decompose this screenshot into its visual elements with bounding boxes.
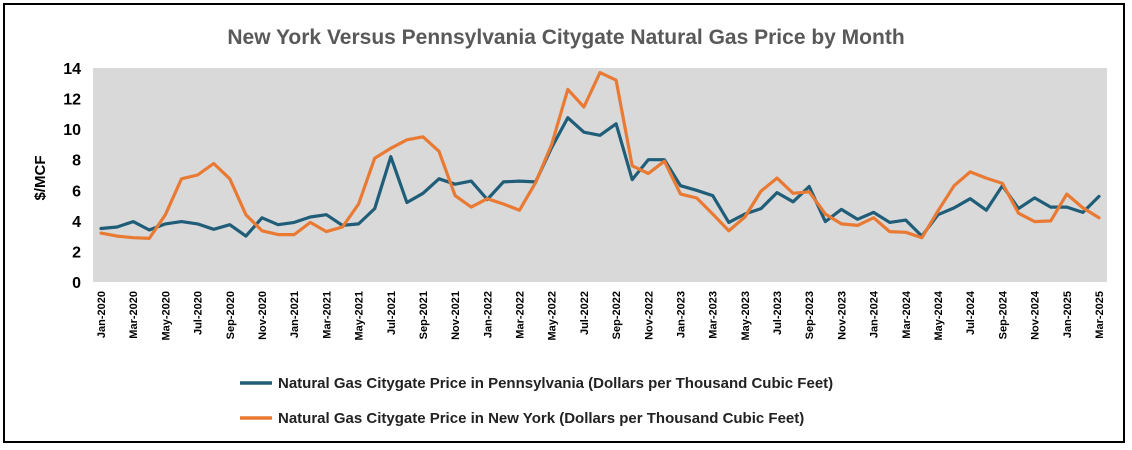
legend-label: Natural Gas Citygate Price in New York (… xyxy=(278,410,804,427)
legend: Natural Gas Citygate Price in Pennsylvan… xyxy=(240,375,833,427)
y-tick-label: 4 xyxy=(72,214,81,231)
y-tick-label: 14 xyxy=(63,61,81,78)
x-tick-label: Jan-2025 xyxy=(1062,291,1074,338)
x-tick-label: Nov-2023 xyxy=(836,291,848,340)
series-line-new-york xyxy=(99,70,1101,240)
x-tick-label: Jul-2024 xyxy=(965,290,977,335)
x-tick-label: Nov-2024 xyxy=(1030,290,1042,340)
x-axis: Jan-2020 Mar-2020 May-2020 Jul-2020 Sep-2020… xyxy=(96,290,1106,340)
x-tick-label: Mar-2023 xyxy=(708,291,720,339)
x-tick-label: May-2021 xyxy=(354,291,366,341)
x-tick-label: Mar-2022 xyxy=(515,291,527,339)
legend-label: Natural Gas Citygate Price in Pennsylvan… xyxy=(278,375,833,392)
y-tick-label: 0 xyxy=(72,275,81,292)
x-tick-label: Jan-2021 xyxy=(289,291,301,338)
chart-title: New York Versus Pennsylvania Citygate Na… xyxy=(227,26,905,49)
x-tick-label: Nov-2020 xyxy=(257,291,269,340)
x-tick-label: Jul-2023 xyxy=(772,291,784,335)
x-tick-label: Jan-2023 xyxy=(675,291,687,338)
y-tick-label: 2 xyxy=(72,244,81,261)
y-axis-label: $/MCF xyxy=(32,156,49,201)
x-tick-label: May-2020 xyxy=(160,291,172,341)
y-tick-label: 8 xyxy=(72,153,81,170)
x-tick-label: Nov-2021 xyxy=(450,291,462,340)
x-tick-label: May-2024 xyxy=(933,290,945,340)
x-tick-label: Jan-2020 xyxy=(96,291,108,338)
y-tick-label: 12 xyxy=(63,92,81,109)
x-tick-label: Mar-2025 xyxy=(1094,291,1106,339)
x-tick-label: Sep-2023 xyxy=(804,291,816,339)
x-tick-label: Sep-2022 xyxy=(611,291,623,339)
x-tick-label: Mar-2021 xyxy=(321,291,333,339)
x-tick-label: May-2022 xyxy=(547,291,559,341)
x-tick-label: May-2023 xyxy=(740,291,752,341)
plot-area xyxy=(93,68,1107,282)
series-lines xyxy=(99,70,1101,240)
x-tick-label: Jul-2020 xyxy=(193,291,205,335)
x-tick-label: Jan-2024 xyxy=(869,290,881,338)
y-tick-label: 6 xyxy=(72,183,81,200)
x-tick-label: Jul-2021 xyxy=(386,291,398,335)
x-tick-label: Jul-2022 xyxy=(579,291,591,335)
y-tick-label: 10 xyxy=(63,122,81,139)
y-axis: 0 2 4 6 8 10 12 14 xyxy=(63,61,81,292)
x-tick-label: Jan-2022 xyxy=(482,291,494,338)
x-tick-label: Nov-2022 xyxy=(643,291,655,340)
x-tick-label: Mar-2020 xyxy=(128,291,140,339)
x-tick-label: Mar-2024 xyxy=(901,290,913,339)
x-tick-label: Sep-2024 xyxy=(997,290,1009,339)
x-tick-label: Sep-2021 xyxy=(418,291,430,339)
x-tick-label: Sep-2020 xyxy=(225,291,237,339)
